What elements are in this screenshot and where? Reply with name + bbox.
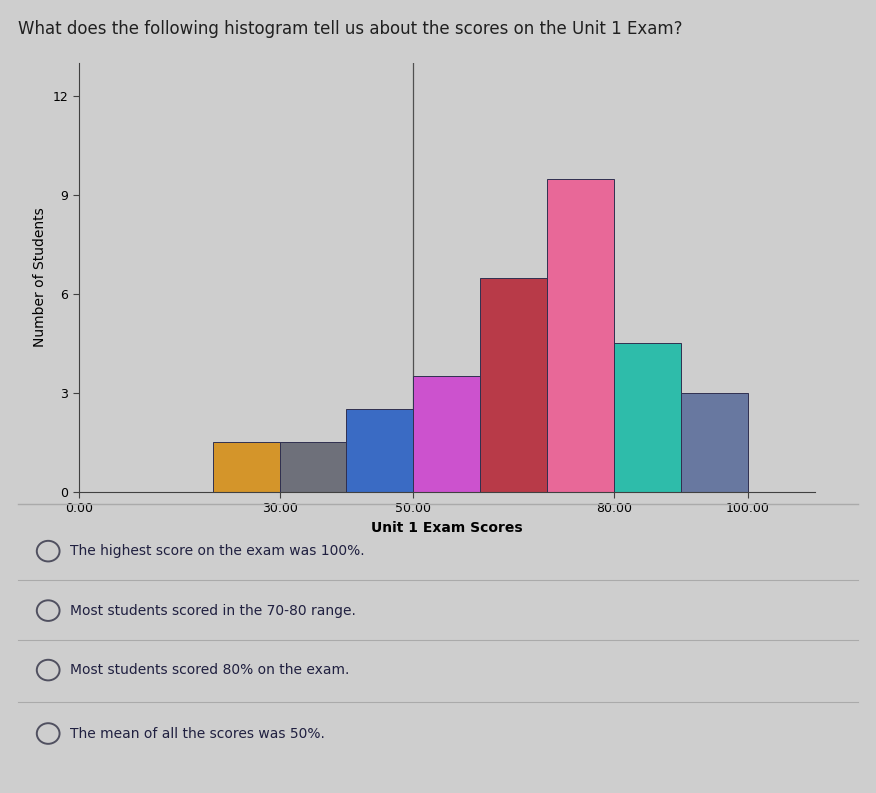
Bar (346, 409, 413, 492)
Bar (681, 393, 748, 492)
Bar (548, 178, 614, 492)
Text: The highest score on the exam was 100%.: The highest score on the exam was 100%. (70, 544, 364, 558)
Bar (279, 442, 346, 492)
X-axis label: Unit 1 Exam Scores: Unit 1 Exam Scores (371, 521, 523, 534)
Bar (413, 377, 480, 492)
Bar (213, 442, 279, 492)
Text: The mean of all the scores was 50%.: The mean of all the scores was 50%. (70, 726, 325, 741)
Text: What does the following histogram tell us about the scores on the Unit 1 Exam?: What does the following histogram tell u… (18, 20, 682, 38)
Y-axis label: Number of Students: Number of Students (33, 208, 47, 347)
Bar (480, 278, 548, 492)
Text: Most students scored in the 70-80 range.: Most students scored in the 70-80 range. (70, 603, 356, 618)
Text: Most students scored 80% on the exam.: Most students scored 80% on the exam. (70, 663, 350, 677)
Bar (614, 343, 681, 492)
